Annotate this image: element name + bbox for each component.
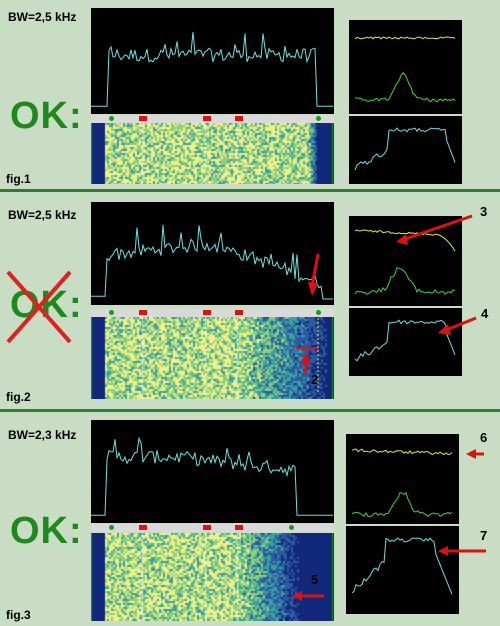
figure-label: fig.2 (6, 390, 31, 404)
callout-7: 7 (480, 528, 488, 543)
marker-green-low (109, 116, 114, 121)
callout-3: 3 (480, 204, 488, 219)
marker-red-3 (235, 310, 243, 315)
waterfall-display (91, 317, 334, 399)
callout-6: 6 (480, 430, 488, 445)
marker-green-low (109, 525, 114, 530)
panel-fig1: BW=2,5 kHz OK: fig.1 (0, 0, 500, 190)
waterfall-display (91, 123, 334, 184)
marker-red-2 (203, 525, 211, 530)
callout-arrows (292, 449, 486, 601)
marker-green-low (109, 310, 114, 315)
figure-label: fig.3 (6, 608, 31, 622)
scope-display-bottom (349, 308, 462, 376)
callout-arrows (296, 214, 477, 392)
marker-green-high (289, 525, 294, 530)
ok-label-crossed: OK: (10, 284, 83, 326)
marker-red-1 (139, 525, 147, 530)
scope-display-bottom (346, 526, 459, 614)
callout-1: 1 (314, 236, 322, 251)
bandwidth-label: BW=2,3 kHz (8, 428, 77, 442)
figure-label: fig.1 (6, 172, 31, 186)
scope-display-top (349, 216, 462, 306)
frequency-ruler (91, 309, 334, 317)
marker-green-high (316, 310, 321, 315)
cross-mark-icon (6, 270, 72, 344)
spectrum-display (91, 8, 334, 114)
ok-label: OK: (10, 510, 83, 552)
panel-fig2: BW=2,5 kHz OK: fig.2 1 2 3 (0, 192, 500, 410)
spectrum-display (91, 420, 334, 523)
frequency-ruler (91, 115, 334, 123)
waterfall-display (91, 533, 334, 621)
marker-red-2 (203, 116, 211, 121)
panel-fig3: BW=2,3 kHz OK: fig.3 5 6 7 (0, 412, 500, 626)
marker-red-3 (235, 116, 243, 121)
marker-red-3 (235, 525, 243, 530)
marker-green-high (316, 116, 321, 121)
bandwidth-label: BW=2,5 kHz (8, 208, 77, 222)
divider (0, 409, 500, 412)
scope-display-top (349, 20, 462, 114)
frequency-ruler (91, 524, 334, 532)
ok-label: OK: (10, 95, 83, 137)
bandwidth-label: BW=2,5 kHz (8, 10, 77, 24)
marker-red-2 (203, 310, 211, 315)
marker-red-1 (139, 116, 147, 121)
callout-5: 5 (311, 572, 319, 587)
scope-display-bottom (349, 116, 462, 184)
divider (0, 189, 500, 192)
callout-2: 2 (311, 372, 319, 387)
callout-4: 4 (481, 306, 489, 321)
marker-red-1 (139, 310, 147, 315)
scope-display-top (346, 434, 459, 524)
spectrum-display (91, 202, 334, 305)
